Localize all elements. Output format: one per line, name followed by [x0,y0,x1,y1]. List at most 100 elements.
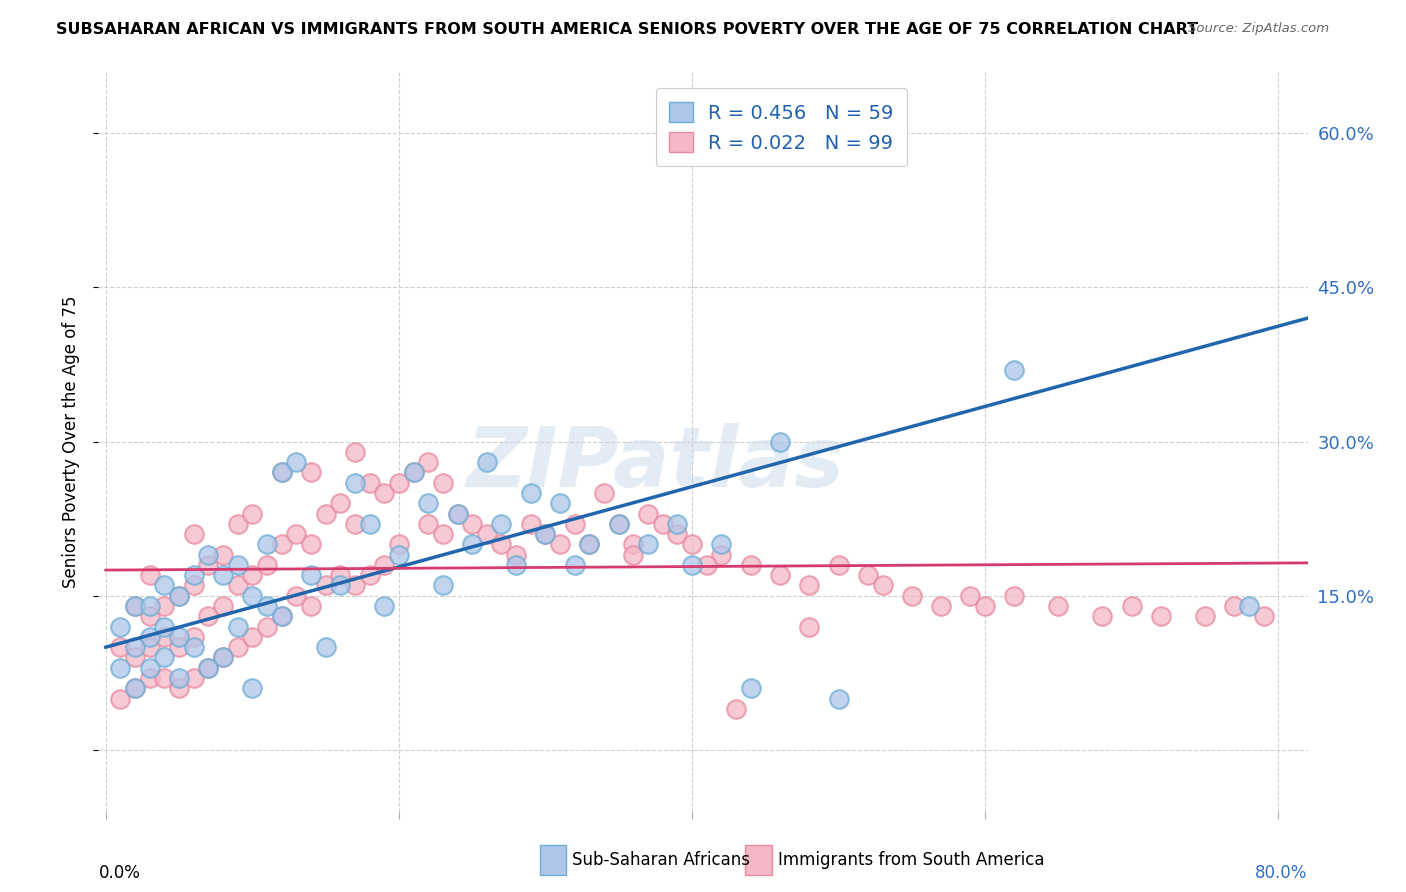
Point [299,466,322,480]
Text: SUBSAHARAN AFRICAN VS IMMIGRANTS FROM SOUTH AMERICA SENIORS POVERTY OVER THE AGE: SUBSAHARAN AFRICAN VS IMMIGRANTS FROM SO… [56,22,1198,37]
Point [461,516,484,531]
Point [359,475,381,490]
Point [183,568,205,582]
Point [578,537,600,551]
Point [343,445,366,459]
Point [153,620,176,634]
Point [138,661,160,675]
Point [827,558,849,572]
Point [256,558,278,572]
Point [827,691,849,706]
Point [110,620,132,634]
Point [240,568,263,582]
Point [534,527,557,541]
Point [974,599,997,613]
Point [212,650,235,665]
Point [769,434,792,449]
Point [388,475,411,490]
Point [710,537,733,551]
Point [183,671,205,685]
Point [110,661,132,675]
Point [418,496,440,510]
Point [212,568,235,582]
Point [183,630,205,644]
Point [724,702,747,716]
Point [1004,589,1026,603]
Point [299,568,322,582]
Point [461,537,484,551]
Point [637,537,659,551]
Point [153,578,176,592]
Point [110,640,132,655]
Point [329,578,352,592]
Point [373,558,395,572]
Point [959,589,981,603]
Point [359,568,381,582]
Point [769,568,792,582]
Point [240,507,263,521]
Point [491,516,513,531]
Point [270,609,292,624]
Text: Immigrants from South America: Immigrants from South America [778,851,1045,869]
Point [1091,609,1114,624]
Point [138,609,160,624]
Point [270,466,292,480]
Point [138,599,160,613]
Point [124,681,146,696]
Point [1237,599,1260,613]
Point [1004,362,1026,376]
Point [475,455,498,469]
Point [740,558,762,572]
Point [197,548,219,562]
Point [167,630,190,644]
Text: ZIPatlas: ZIPatlas [465,423,844,504]
Point [240,630,263,644]
Point [240,589,263,603]
Text: Sub-Saharan Africans: Sub-Saharan Africans [572,851,751,869]
Point [167,589,190,603]
Point [740,681,762,696]
Point [343,578,366,592]
Point [564,516,586,531]
Point [373,599,395,613]
Point [226,516,249,531]
Point [681,537,703,551]
Point [197,661,219,675]
Point [256,620,278,634]
Point [402,466,425,480]
Point [621,537,644,551]
Point [578,537,600,551]
Point [621,548,644,562]
Point [226,558,249,572]
Point [520,516,543,531]
Point [418,455,440,469]
Point [564,558,586,572]
Point [359,516,381,531]
Point [505,548,527,562]
Point [593,486,616,500]
Point [637,507,659,521]
Point [226,578,249,592]
Point [212,650,235,665]
Text: 80.0%: 80.0% [1256,863,1308,881]
Point [315,640,337,655]
Point [710,548,733,562]
Point [696,558,718,572]
Point [607,516,630,531]
Point [240,681,263,696]
Point [432,527,454,541]
Point [799,620,821,634]
Point [315,507,337,521]
Y-axis label: Seniors Poverty Over the Age of 75: Seniors Poverty Over the Age of 75 [62,295,80,588]
Point [124,599,146,613]
Legend: R = 0.456   N = 59, R = 0.022   N = 99: R = 0.456 N = 59, R = 0.022 N = 99 [655,88,907,167]
Point [270,537,292,551]
Point [138,568,160,582]
Point [418,516,440,531]
Point [534,527,557,541]
Point [446,507,468,521]
Point [256,537,278,551]
Point [212,548,235,562]
Point [651,516,673,531]
Point [666,516,689,531]
